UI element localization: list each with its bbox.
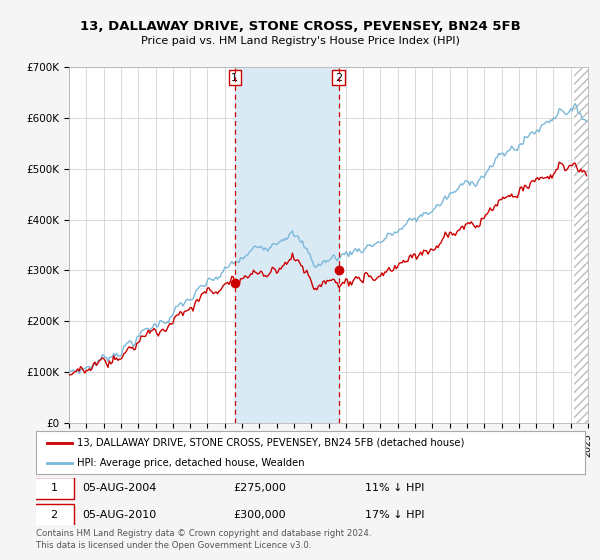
Text: 13, DALLAWAY DRIVE, STONE CROSS, PEVENSEY, BN24 5FB: 13, DALLAWAY DRIVE, STONE CROSS, PEVENSE… (80, 20, 520, 32)
Bar (574, 67, 592, 423)
Text: 17% ↓ HPI: 17% ↓ HPI (365, 510, 425, 520)
Text: 2: 2 (50, 510, 58, 520)
FancyBboxPatch shape (33, 477, 74, 499)
Text: 13, DALLAWAY DRIVE, STONE CROSS, PEVENSEY, BN24 5FB (detached house): 13, DALLAWAY DRIVE, STONE CROSS, PEVENSE… (77, 438, 464, 448)
Text: HPI: Average price, detached house, Wealden: HPI: Average price, detached house, Weal… (77, 458, 305, 468)
FancyBboxPatch shape (33, 504, 74, 526)
Text: 1: 1 (50, 483, 58, 493)
Text: Contains HM Land Registry data © Crown copyright and database right 2024.: Contains HM Land Registry data © Crown c… (36, 529, 371, 538)
Text: £275,000: £275,000 (233, 483, 287, 493)
Text: £300,000: £300,000 (233, 510, 286, 520)
Text: 2: 2 (335, 73, 342, 82)
Text: 11% ↓ HPI: 11% ↓ HPI (365, 483, 425, 493)
Text: 1: 1 (231, 73, 238, 82)
Bar (574, 67, 592, 423)
Text: 05-AUG-2010: 05-AUG-2010 (83, 510, 157, 520)
Text: Price paid vs. HM Land Registry's House Price Index (HPI): Price paid vs. HM Land Registry's House … (140, 36, 460, 46)
Text: This data is licensed under the Open Government Licence v3.0.: This data is licensed under the Open Gov… (36, 541, 311, 550)
Bar (235, 67, 338, 423)
Text: 05-AUG-2004: 05-AUG-2004 (83, 483, 157, 493)
